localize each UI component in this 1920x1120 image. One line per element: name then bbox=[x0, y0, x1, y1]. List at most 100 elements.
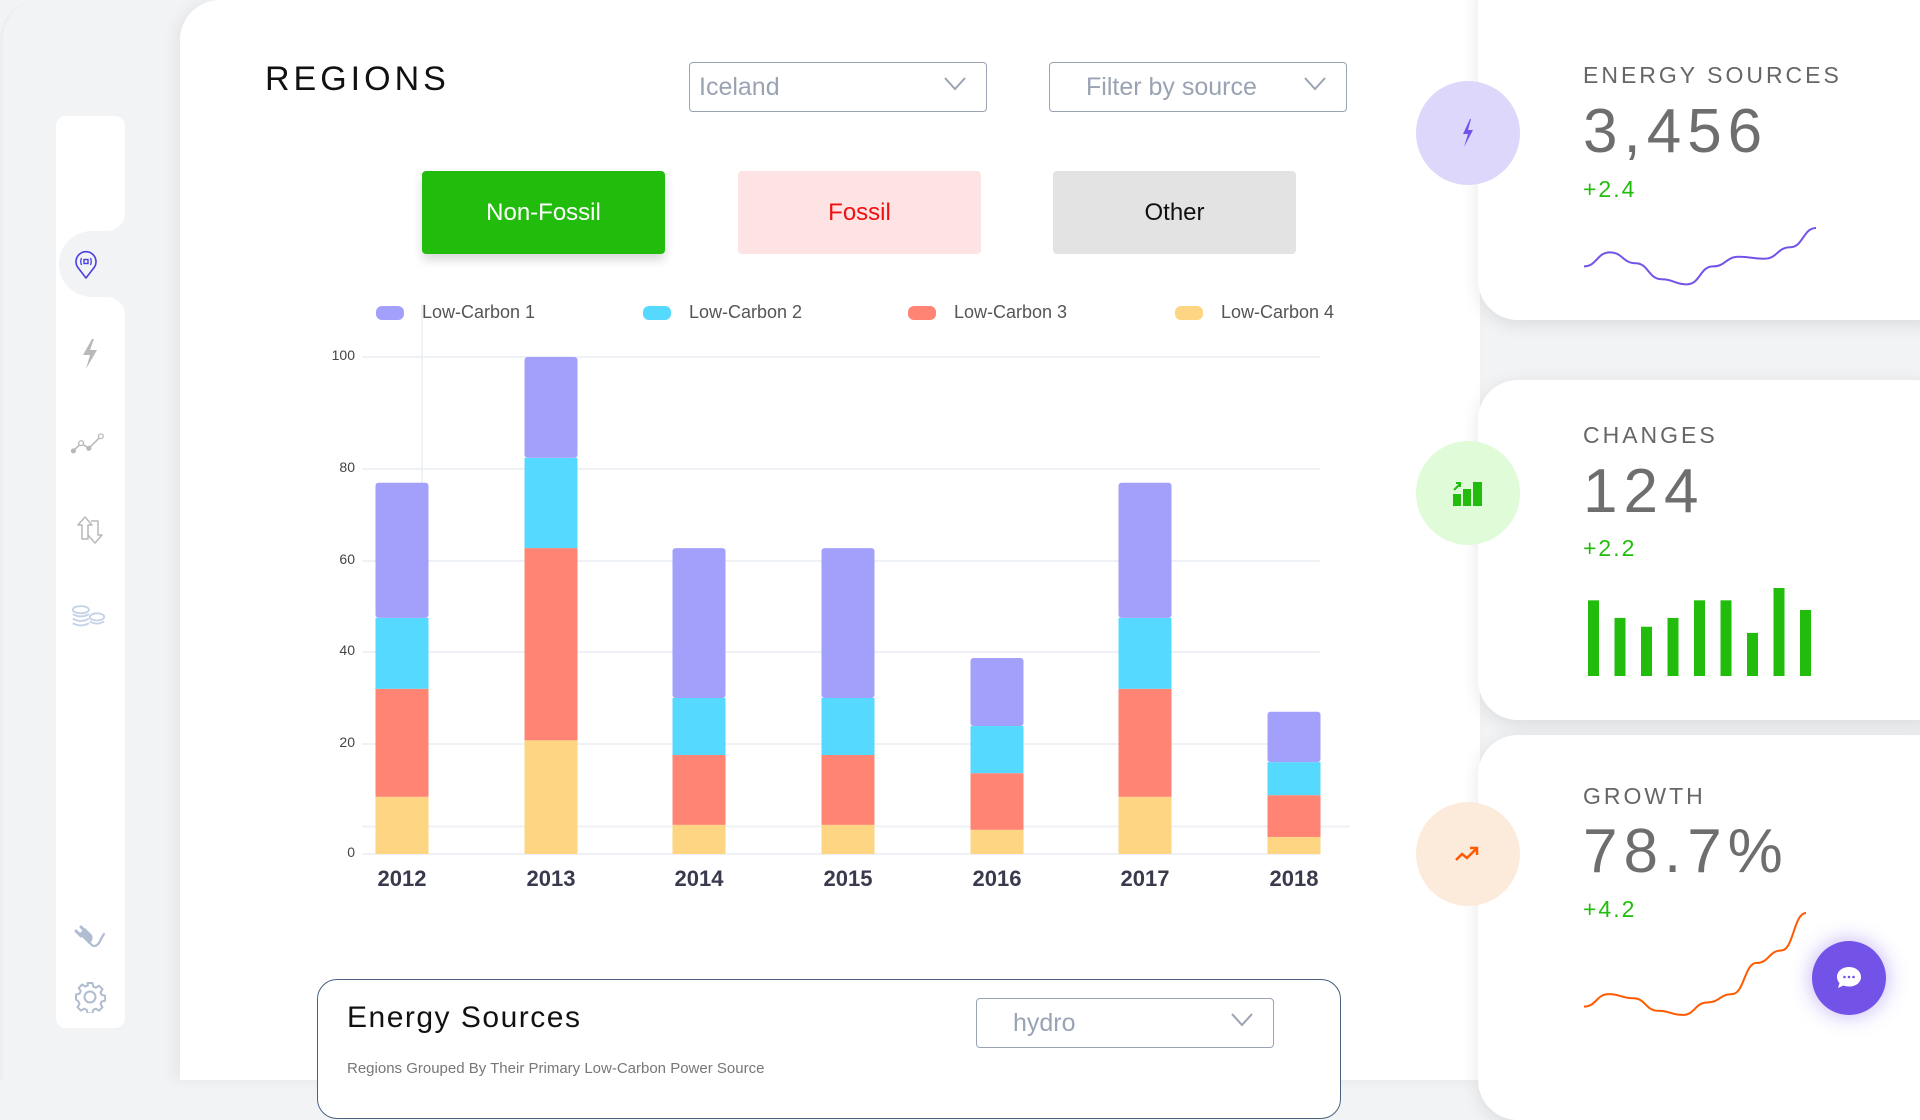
bar-segment[interactable] bbox=[375, 796, 429, 854]
spark-bar bbox=[1588, 600, 1599, 676]
stat-icon-circle bbox=[1416, 81, 1520, 185]
sparkline-path bbox=[1583, 227, 1817, 286]
y-tick-label: 40 bbox=[339, 642, 355, 658]
non-fossil-button[interactable]: Non-Fossil bbox=[422, 171, 665, 254]
bar-segment[interactable] bbox=[375, 688, 429, 797]
bar-segment[interactable] bbox=[672, 755, 726, 825]
coins-icon bbox=[71, 605, 106, 627]
chat-button[interactable] bbox=[1812, 941, 1886, 1015]
legend-label: Low-Carbon 2 bbox=[689, 302, 803, 322]
bar-segment[interactable] bbox=[1267, 711, 1321, 763]
x-tick-label: 2012 bbox=[377, 866, 427, 891]
legend-label: Low-Carbon 3 bbox=[954, 302, 1068, 322]
bar-segment[interactable] bbox=[970, 726, 1024, 774]
stacked-bar-chart bbox=[362, 305, 1350, 855]
nav-active-curve-top bbox=[104, 210, 125, 231]
x-tick-label: 2013 bbox=[526, 866, 576, 891]
bar-segment[interactable] bbox=[821, 698, 875, 755]
bar-segment[interactable] bbox=[672, 698, 726, 755]
spark-bar bbox=[1747, 632, 1758, 676]
legend-label: Low-Carbon 4 bbox=[1221, 302, 1335, 322]
swap-arrows-icon bbox=[77, 516, 103, 544]
sidebar-item-costs[interactable] bbox=[70, 598, 106, 634]
other-button[interactable]: Other bbox=[1053, 171, 1296, 254]
energy-sources-sparkline bbox=[1583, 227, 1817, 286]
sidebar-item-settings[interactable] bbox=[72, 979, 108, 1015]
stat-label: CHANGES bbox=[1583, 422, 1718, 448]
growth-sparkline bbox=[1583, 912, 1807, 1016]
y-tick-label: 60 bbox=[339, 551, 355, 567]
y-tick-label: 0 bbox=[347, 844, 355, 860]
bar-segment[interactable] bbox=[524, 740, 578, 854]
legend-item-lc2[interactable]: Low-Carbon 2 bbox=[643, 302, 802, 323]
x-tick-label: 2017 bbox=[1120, 866, 1170, 891]
bar-segment[interactable] bbox=[1267, 836, 1321, 854]
changes-bar-sparkline bbox=[1588, 588, 1811, 676]
bar-segment[interactable] bbox=[821, 755, 875, 825]
x-tick-label: 2015 bbox=[823, 866, 873, 891]
bar-segment[interactable] bbox=[1118, 482, 1172, 618]
bar-segment[interactable] bbox=[821, 824, 875, 854]
bar-segment[interactable] bbox=[524, 457, 578, 549]
spark-bar bbox=[1641, 626, 1652, 676]
other-label: Other bbox=[1144, 198, 1205, 226]
stat-card-energy-sources bbox=[1478, 0, 1920, 320]
stat-value: 78.7% bbox=[1583, 817, 1789, 886]
y-tick-label: 100 bbox=[331, 347, 355, 363]
line-chart-icon bbox=[70, 433, 104, 454]
bar-segment[interactable] bbox=[375, 482, 429, 618]
lightning-icon bbox=[1463, 119, 1473, 147]
region-select-value: Iceland bbox=[699, 72, 780, 101]
source-filter-placeholder: Filter by source bbox=[1086, 72, 1257, 101]
bar-chart-up-icon bbox=[1453, 482, 1482, 506]
sidebar-item-exchange[interactable] bbox=[72, 512, 108, 548]
sidebar-item-energy[interactable] bbox=[72, 336, 108, 372]
bar-segment[interactable] bbox=[1267, 795, 1321, 837]
legend-item-lc1[interactable]: Low-Carbon 1 bbox=[376, 302, 535, 323]
sidebar-item-trends[interactable] bbox=[70, 426, 106, 462]
stat-delta: +2.2 bbox=[1583, 535, 1637, 561]
legend-item-lc4[interactable]: Low-Carbon 4 bbox=[1175, 302, 1334, 323]
spark-bar bbox=[1773, 588, 1785, 676]
bar-segment[interactable] bbox=[1118, 796, 1172, 854]
y-tick-label: 20 bbox=[339, 734, 355, 750]
legend-swatch bbox=[908, 305, 936, 320]
bar-segment[interactable] bbox=[970, 829, 1024, 854]
bar-segment[interactable] bbox=[1118, 617, 1172, 689]
bar-segment[interactable] bbox=[1267, 762, 1321, 796]
sidebar-item-plug[interactable] bbox=[72, 922, 108, 958]
plug-icon bbox=[74, 925, 106, 948]
bar-segment[interactable] bbox=[524, 357, 578, 458]
bar-segment[interactable] bbox=[821, 548, 875, 698]
nav-active-highlight bbox=[59, 231, 125, 297]
region-select[interactable]: Iceland bbox=[689, 62, 987, 112]
bar-segment[interactable] bbox=[524, 548, 578, 741]
energy-source-select[interactable]: hydro bbox=[976, 998, 1274, 1048]
bar-segment[interactable] bbox=[970, 657, 1024, 727]
x-tick-label: 2014 bbox=[674, 866, 724, 891]
energy-source-select-value: hydro bbox=[1013, 1008, 1076, 1037]
stat-delta: +2.4 bbox=[1583, 176, 1637, 202]
sparkline-path bbox=[1583, 912, 1807, 1016]
chevron-down-icon bbox=[1231, 1013, 1253, 1027]
bar-segment[interactable] bbox=[970, 773, 1024, 830]
gear-icon bbox=[75, 982, 106, 1013]
stat-delta: +4.2 bbox=[1583, 896, 1637, 922]
legend-item-lc3[interactable]: Low-Carbon 3 bbox=[908, 302, 1067, 323]
source-filter-select[interactable]: Filter by source bbox=[1049, 62, 1347, 112]
stat-value: 3,456 bbox=[1583, 97, 1769, 166]
sidebar-item-regions[interactable] bbox=[68, 247, 104, 283]
spark-bar bbox=[1667, 617, 1679, 676]
fossil-label: Fossil bbox=[828, 198, 891, 226]
trend-up-icon bbox=[1455, 846, 1479, 861]
bar-segment[interactable] bbox=[672, 824, 726, 854]
stat-card-growth bbox=[1478, 735, 1920, 1120]
map-pin-icon bbox=[75, 251, 97, 279]
bar-segment[interactable] bbox=[672, 548, 726, 698]
bar-segment[interactable] bbox=[375, 617, 429, 689]
bar-segment[interactable] bbox=[1118, 688, 1172, 797]
lightning-icon bbox=[83, 339, 97, 369]
nav-active-curve-bottom bbox=[104, 297, 125, 318]
stat-label: GROWTH bbox=[1583, 783, 1706, 809]
fossil-button[interactable]: Fossil bbox=[738, 171, 981, 254]
